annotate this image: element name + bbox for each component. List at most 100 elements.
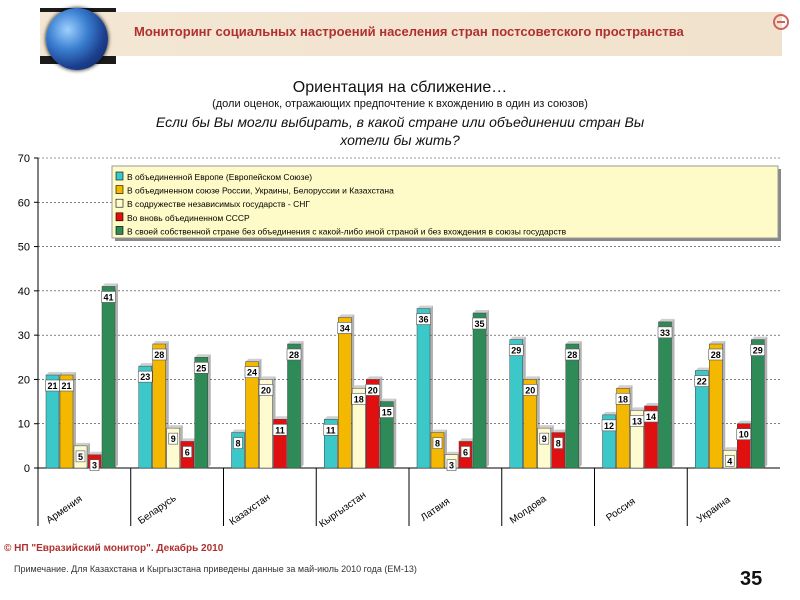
y-tick-label: 40 — [18, 286, 30, 298]
data-label: 3 — [449, 461, 454, 471]
bar — [245, 361, 259, 469]
bar-top — [551, 429, 568, 433]
bar-top — [74, 442, 90, 446]
bar — [338, 317, 352, 469]
bar-side — [486, 310, 489, 468]
legend-label: В объединенной Европе (Европейском Союзе… — [127, 172, 312, 182]
bar-top — [273, 416, 290, 420]
bar-side — [578, 341, 582, 468]
data-label: 20 — [525, 385, 535, 395]
y-tick-label: 10 — [18, 419, 30, 431]
category-label: Молдова — [508, 493, 549, 526]
bar — [194, 357, 208, 469]
bar — [59, 374, 74, 469]
data-label-box — [460, 446, 471, 458]
bar — [366, 379, 380, 469]
data-label: 20 — [368, 385, 378, 395]
data-label-box — [539, 432, 550, 445]
bar — [138, 365, 152, 469]
data-label-box — [615, 392, 631, 405]
legend-swatch — [115, 212, 124, 222]
data-label: 9 — [542, 434, 547, 444]
data-label-box — [351, 392, 367, 405]
bar — [472, 312, 487, 469]
data-label-box — [432, 437, 443, 449]
bar-top — [616, 385, 633, 389]
data-label-box — [522, 384, 538, 396]
y-tick-label: 50 — [18, 242, 30, 254]
data-label-box — [724, 454, 735, 467]
bar-top — [138, 363, 155, 367]
category-label: Кыргызстан — [317, 490, 368, 530]
legend-swatch — [115, 198, 124, 208]
data-label-box — [151, 348, 167, 361]
data-label-box — [337, 322, 353, 334]
legend-swatch — [115, 185, 124, 194]
data-label-box — [286, 348, 302, 361]
data-label: 33 — [660, 328, 670, 338]
bar-top — [709, 341, 726, 344]
data-label: 34 — [340, 323, 350, 333]
data-label: 8 — [556, 439, 561, 449]
data-label-box — [193, 361, 209, 374]
y-tick-label: 30 — [18, 330, 30, 342]
bar-top — [231, 429, 248, 433]
question-line-2: хотели бы жить? — [340, 132, 460, 148]
data-label: 29 — [511, 346, 521, 356]
bar-top — [565, 341, 582, 344]
bar-top — [166, 425, 183, 429]
chart-heading: Ориентация на сближение… — [292, 79, 508, 96]
bar-top — [737, 420, 754, 424]
data-label-box — [59, 379, 74, 392]
y-tick-label: 20 — [18, 374, 30, 386]
bar — [751, 339, 765, 469]
bar-top — [459, 438, 475, 442]
category-label: Казахстан — [228, 492, 273, 528]
bar — [352, 388, 366, 469]
data-label: 25 — [196, 363, 206, 373]
bar — [565, 343, 579, 469]
legend-label: В содружестве независимых государств - С… — [127, 199, 310, 209]
data-label: 6 — [185, 447, 190, 457]
globe-logo-icon — [46, 8, 108, 70]
data-label-box — [472, 317, 487, 330]
bar — [658, 321, 672, 469]
bar — [152, 343, 166, 469]
bar-top — [417, 305, 433, 309]
bar-side — [115, 283, 118, 468]
bar-top — [366, 376, 383, 380]
y-tick-label: 60 — [18, 197, 30, 209]
bar-side — [300, 341, 304, 468]
category-label: Латвия — [419, 496, 452, 524]
legend-box — [111, 165, 779, 239]
bar — [101, 286, 116, 469]
legend-swatch — [115, 171, 124, 181]
data-label: 14 — [646, 412, 656, 422]
bar — [259, 379, 273, 469]
data-label-box — [89, 459, 100, 472]
category-label: Украина — [695, 494, 733, 525]
data-label: 5 — [78, 452, 83, 462]
bar-top — [152, 341, 169, 344]
bar-top — [380, 398, 397, 402]
bar-top — [352, 385, 369, 389]
data-label: 11 — [326, 425, 336, 435]
bar — [380, 401, 394, 469]
data-label: 35 — [474, 319, 484, 329]
data-label: 4 — [727, 456, 732, 466]
data-label: 6 — [463, 447, 468, 457]
bar-side — [671, 318, 675, 468]
bar-side — [764, 336, 768, 468]
minus-circle-icon — [773, 14, 789, 30]
legend-label: В своей собственной стране без объединен… — [127, 226, 567, 236]
data-label-box — [708, 348, 724, 361]
data-label: 3 — [92, 461, 97, 471]
data-label-box — [75, 450, 86, 463]
bar-top — [445, 451, 461, 455]
data-label: 15 — [382, 408, 392, 418]
bar-top — [88, 451, 104, 455]
bar-top — [259, 376, 276, 380]
data-label: 12 — [604, 421, 614, 431]
data-label-box — [365, 384, 381, 396]
data-label-box — [416, 313, 431, 325]
